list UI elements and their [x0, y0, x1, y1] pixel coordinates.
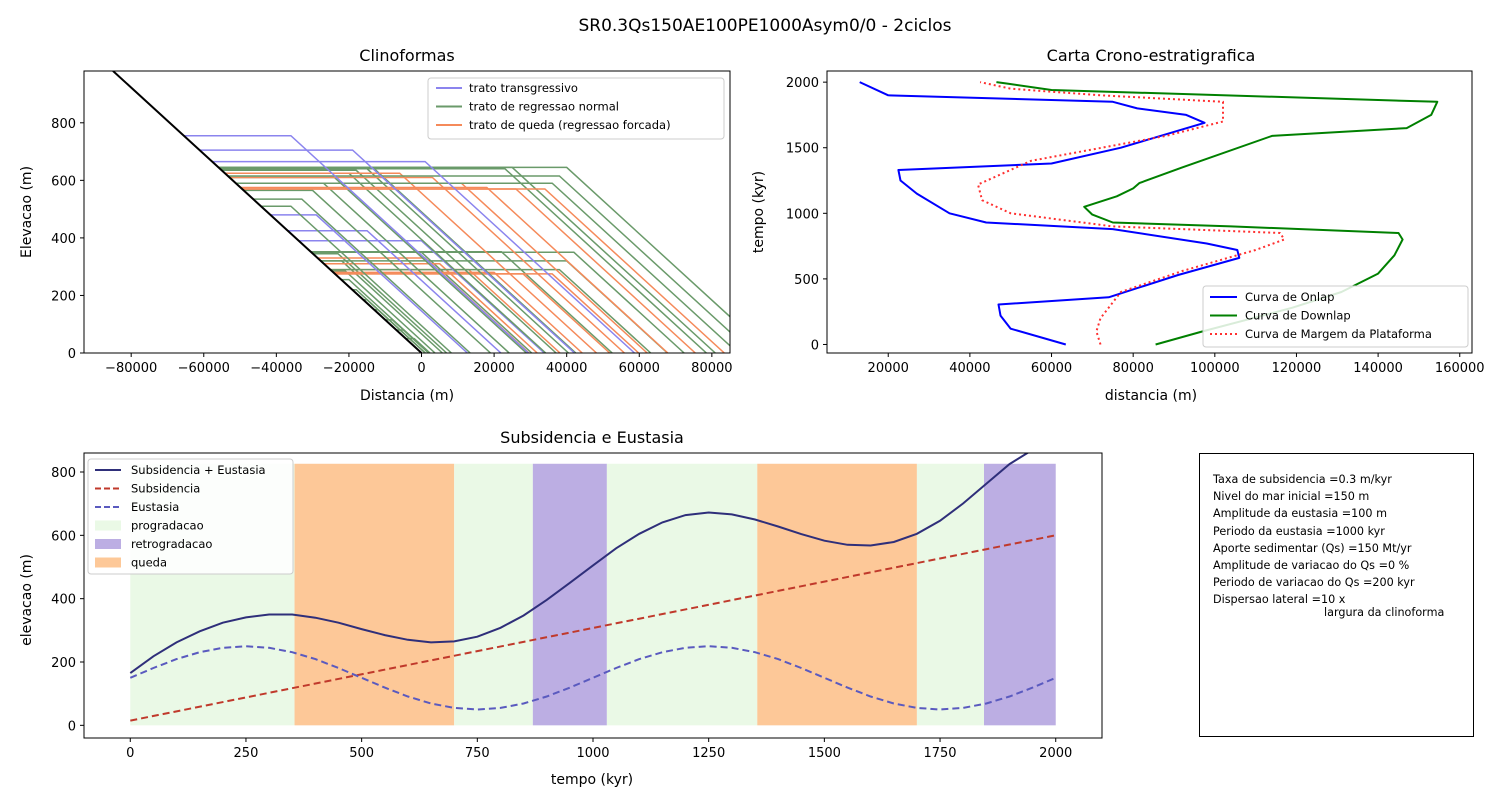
subsidencia-eustasia-xlabel: tempo (kyr): [551, 772, 633, 788]
series-onlap: [860, 82, 1240, 344]
legend-label-regressao_normal: trato de regressao normal: [469, 100, 619, 114]
param-sediment-supply: Aporte sedimentar (Qs) =150 Mt/yr: [1213, 540, 1415, 557]
clinoformas:0-xtick-label: 20000: [473, 361, 514, 376]
clinoform-regressao_normal: [236, 183, 509, 353]
legend-label-queda: trato de queda (regressao forcada): [469, 118, 671, 132]
subsidencia-eustasia:2-ytick-label: 0: [68, 719, 76, 734]
param-initial-sea-level: Nivel do mar inicial =150 m: [1213, 488, 1415, 505]
legend-label-progradacao_fill: progradacao: [131, 519, 204, 533]
clinoformas:0-xtick-label: 80000: [691, 361, 732, 376]
legend-label-subs_eust: Subsidencia + Eustasia: [131, 463, 266, 477]
subsidencia-eustasia-chart: Subsidencia e Eustasia tempo (kyr) eleva…: [19, 428, 1102, 788]
cronoestratigrafica-chart: Carta Crono-estratigrafica distancia (m)…: [751, 46, 1485, 404]
legend-label-downlap: Curva de Downlap: [1245, 309, 1351, 323]
param-qs-period: Periodo de variacao do Qs =200 kyr: [1213, 574, 1415, 591]
cronoestratigrafica-ylabel: tempo (kyr): [751, 171, 767, 253]
clinoformas:0-xtick-label: 60000: [619, 361, 660, 376]
cronoestratigrafica:1-xtick-label: 40000: [949, 361, 990, 376]
cronoestratigrafica:1-xtick-label: 100000: [1190, 361, 1240, 376]
clinoformas:0-xtick-label: −20000: [323, 361, 375, 376]
legend-swatch-progradacao_fill: [95, 521, 121, 531]
clinoform-queda: [230, 178, 625, 354]
param-qs-amplitude: Amplitude de variacao do Qs =0 %: [1213, 557, 1415, 574]
legend-label-onlap: Curva de Onlap: [1245, 290, 1334, 304]
cronoestratigrafica:1-ytick-label: 1500: [786, 142, 819, 157]
cronoestratigrafica:1-ytick-label: 2000: [786, 76, 819, 91]
legend-label-queda_fill: queda: [131, 556, 167, 570]
clinoformas:0-xtick-label: −80000: [105, 361, 157, 376]
subsidencia-eustasia:2-xtick-label: 500: [349, 746, 374, 761]
clinoformas:0-xtick-label: 0: [417, 361, 425, 376]
cronoestratigrafica:1-xtick-label: 20000: [868, 361, 909, 376]
param-eustasy-period: Periodo da eustasia =1000 kyr: [1213, 523, 1415, 540]
clinoform-transgressivo: [288, 231, 501, 353]
subsidencia-eustasia:2-xtick-label: 1750: [923, 746, 956, 761]
clinoform-queda: [324, 264, 537, 353]
clinoformas:0-xtick-label: −40000: [250, 361, 302, 376]
clinoform-regressao_normal: [311, 252, 531, 353]
clinoformas-ylabel: Elevacao (m): [19, 166, 35, 258]
cronoestratigrafica:1-ytick-label: 1000: [786, 207, 819, 222]
clinoformas:0-ytick-label: 600: [51, 174, 76, 189]
cronoestratigrafica-legend: Curva de Onlap Curva de Downlap Curva de M…: [1203, 286, 1468, 347]
cronoestratigrafica-xlabel: distancia (m): [1105, 388, 1197, 404]
param-subsidence-rate: Taxa de subsidencia =0.3 m/kyr: [1213, 471, 1415, 488]
cronoestratigrafica:1-xtick-label: 120000: [1272, 361, 1322, 376]
legend-swatch-retrogradacao_fill: [95, 539, 121, 549]
clinoformas:0-xtick-label: 40000: [546, 361, 587, 376]
subsidencia-eustasia:2-xtick-label: 2000: [1039, 746, 1072, 761]
subsidencia-eustasia:2-ytick-label: 200: [51, 656, 76, 671]
clinoform-transgressivo: [270, 215, 467, 353]
subsidencia-eustasia:2-xtick-label: 1500: [808, 746, 841, 761]
subsidencia-eustasia-legend: Subsidencia + Eustasia Subsidencia Eustasi…: [88, 459, 293, 574]
legend-label-subsidencia: Subsidencia: [131, 482, 200, 496]
clinoformas-chart: Clinoformas Distancia (m) Elevacao (m) −…: [19, 46, 770, 404]
legend-swatch-queda_fill: [95, 558, 121, 568]
subsidencia-eustasia:2-ytick-label: 600: [51, 529, 76, 544]
subsidencia-eustasia:2-xtick-label: 250: [234, 746, 259, 761]
clinoform-regressao_normal: [236, 183, 738, 353]
span-progradacao: [607, 464, 757, 726]
clinoformas-title: Clinoformas: [359, 46, 454, 65]
cronoestratigrafica:1-xtick-label: 140000: [1353, 361, 1403, 376]
legend-label-eustasia: Eustasia: [131, 500, 179, 514]
cronoestratigrafica-title: Carta Crono-estratigrafica: [1047, 46, 1256, 65]
subsidencia-eustasia:2-xtick-label: 1250: [692, 746, 725, 761]
clinoformas:0-ytick-label: 800: [51, 117, 76, 132]
legend-label-transgressivo: trato transgressivo: [469, 81, 578, 95]
clinoformas:0-xtick-label: −60000: [178, 361, 230, 376]
cronoestratigrafica:1-xtick-label: 160000: [1435, 361, 1485, 376]
span-progradacao: [454, 464, 533, 726]
clinoformas:0-ytick-label: 0: [68, 347, 76, 362]
clinoformas:0-ytick-label: 200: [51, 289, 76, 304]
clinoform-regressao_normal: [230, 178, 527, 354]
span-retrogradacao: [984, 464, 1056, 726]
subsidencia-eustasia:2-xtick-label: 750: [465, 746, 490, 761]
legend-label-retrogradacao_fill: retrogradacao: [131, 537, 212, 551]
param-lateral-dispersion-tail: largura da clinoforma: [1324, 606, 1444, 619]
figure-title: SR0.3Qs150AE100PE1000Asym0/0 - 2ciclos: [578, 16, 951, 36]
param-eustasy-amplitude: Amplitude da eustasia =100 m: [1213, 505, 1415, 522]
clinoformas:0-ytick-label: 400: [51, 232, 76, 247]
subsidencia-eustasia:2-ytick-label: 400: [51, 593, 76, 608]
cronoestratigrafica:1-ytick-label: 500: [794, 273, 819, 288]
span-queda: [757, 464, 917, 726]
span-queda: [295, 464, 455, 726]
subsidencia-eustasia:2-ytick-label: 800: [51, 466, 76, 481]
clinoform-queda: [242, 189, 695, 353]
cronoestratigrafica:1-ytick-label: 0: [811, 338, 819, 353]
cronoestratigrafica:1-xtick-label: 60000: [1031, 361, 1072, 376]
subsidencia-eustasia-ylabel: elevacao (m): [19, 554, 35, 646]
legend-label-margem: Curva de Margem da Plataforma: [1245, 327, 1432, 341]
parameters-list: Taxa de subsidencia =0.3 m/kyr Nivel do …: [1213, 471, 1415, 609]
clinoformas-legend: trato transgressivo trato de regressao no…: [428, 78, 724, 139]
subsidencia-eustasia:2-xtick-label: 1000: [576, 746, 609, 761]
span-retrogradacao: [533, 464, 607, 726]
clinoformas-xlabel: Distancia (m): [360, 388, 454, 404]
subsidencia-eustasia-title: Subsidencia e Eustasia: [500, 428, 684, 447]
span-progradacao: [917, 464, 984, 726]
parameters-box: Taxa de subsidencia =0.3 m/kyr Nivel do …: [1199, 453, 1474, 737]
cronoestratigrafica:1-xtick-label: 80000: [1112, 361, 1153, 376]
subsidencia-eustasia:2-xtick-label: 0: [126, 746, 134, 761]
